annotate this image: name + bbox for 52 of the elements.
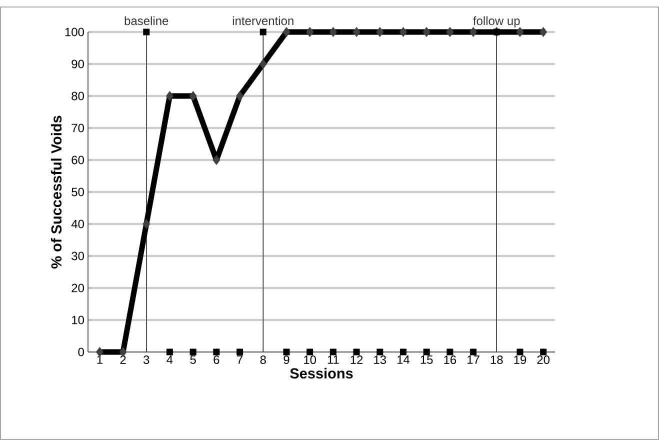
y-tick-label: 10 xyxy=(72,316,84,324)
y-tick-label: 90 xyxy=(72,60,84,68)
y-tick-label: 70 xyxy=(72,124,84,132)
point xyxy=(330,348,336,356)
x-tick-label: 13 xyxy=(374,356,386,364)
x-tick-label: 16 xyxy=(444,356,456,364)
point xyxy=(540,348,547,356)
point xyxy=(236,348,244,356)
x-tick-label: 5 xyxy=(190,356,196,364)
point xyxy=(260,28,266,36)
x-tick-label: 15 xyxy=(420,356,433,364)
point xyxy=(143,28,150,36)
y-axis-title: % of Successful Voids xyxy=(50,116,62,268)
point xyxy=(400,348,406,356)
point xyxy=(423,348,430,356)
x-tick-label: 4 xyxy=(166,356,173,364)
y-tick-label: 50 xyxy=(72,188,84,196)
point xyxy=(213,348,220,356)
x-tick-label: 14 xyxy=(397,356,410,364)
x-tick-label: 10 xyxy=(304,356,316,364)
ref-line-label: baseline xyxy=(124,16,168,26)
x-tick-label: 11 xyxy=(328,356,339,364)
x-tick-label: 9 xyxy=(284,356,290,364)
point xyxy=(516,348,524,356)
x-tick-label: 12 xyxy=(350,356,363,364)
x-tick-label: 8 xyxy=(260,356,266,364)
x-tick-label: 20 xyxy=(537,356,550,364)
ref-line-label: intervention xyxy=(232,16,294,26)
y-tick-label: 80 xyxy=(72,92,84,100)
point xyxy=(376,348,384,356)
point xyxy=(166,348,173,356)
y-tick-label: 20 xyxy=(72,284,84,292)
x-tick-label: 17 xyxy=(468,356,480,364)
x-tick-label: 7 xyxy=(237,356,243,364)
y-tick-label: 40 xyxy=(71,220,84,228)
x-tick-label: 18 xyxy=(490,356,503,364)
y-tick-label: 0 xyxy=(78,348,84,356)
x-tick-label: 2 xyxy=(120,356,126,364)
y-tick-label: 30 xyxy=(72,252,84,260)
point xyxy=(306,348,314,356)
point xyxy=(470,348,477,356)
x-tick-label: 19 xyxy=(514,356,526,364)
x-tick-label: 6 xyxy=(214,356,220,364)
point xyxy=(190,348,196,356)
point xyxy=(353,348,360,356)
y-tick-label: 60 xyxy=(72,156,84,164)
y-tick-label: 100 xyxy=(65,28,84,36)
point xyxy=(283,348,290,356)
point xyxy=(446,348,454,356)
x-axis-title: Sessions xyxy=(290,368,353,379)
x-tick-label: 3 xyxy=(143,356,150,364)
ref-line-label: follow up xyxy=(473,16,520,28)
